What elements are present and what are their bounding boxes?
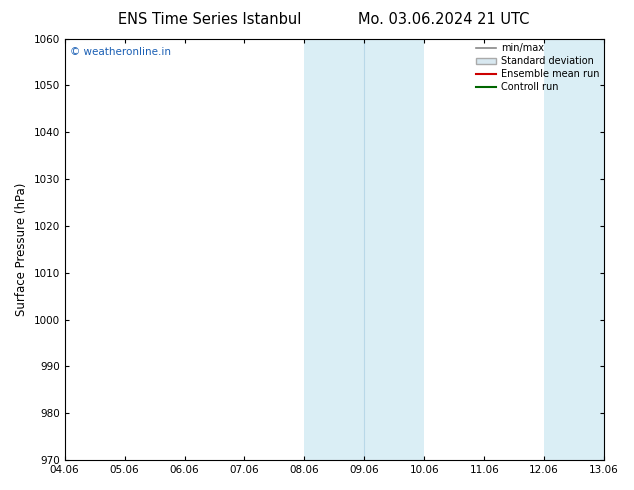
Text: ENS Time Series Istanbul: ENS Time Series Istanbul (117, 12, 301, 27)
Text: © weatheronline.in: © weatheronline.in (70, 47, 171, 57)
Text: Mo. 03.06.2024 21 UTC: Mo. 03.06.2024 21 UTC (358, 12, 529, 27)
Y-axis label: Surface Pressure (hPa): Surface Pressure (hPa) (15, 183, 28, 316)
Bar (304, 39, 365, 460)
Legend: min/max, Standard deviation, Ensemble mean run, Controll run: min/max, Standard deviation, Ensemble me… (477, 44, 599, 92)
Bar (544, 39, 604, 460)
Bar (365, 39, 424, 460)
